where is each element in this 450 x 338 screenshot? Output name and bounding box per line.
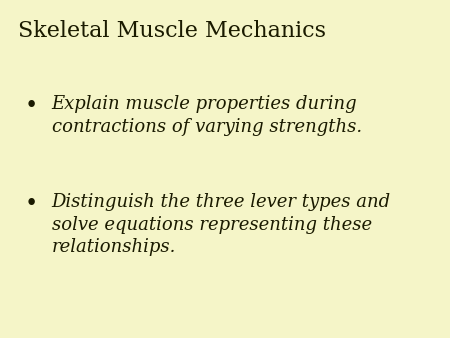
Text: Explain muscle properties during
contractions of varying strengths.: Explain muscle properties during contrac…	[52, 95, 362, 136]
Text: Skeletal Muscle Mechanics: Skeletal Muscle Mechanics	[18, 20, 326, 42]
Text: Distinguish the three lever types and
solve equations representing these
relatio: Distinguish the three lever types and so…	[52, 193, 391, 257]
Text: •: •	[25, 193, 38, 215]
Text: •: •	[25, 95, 38, 117]
